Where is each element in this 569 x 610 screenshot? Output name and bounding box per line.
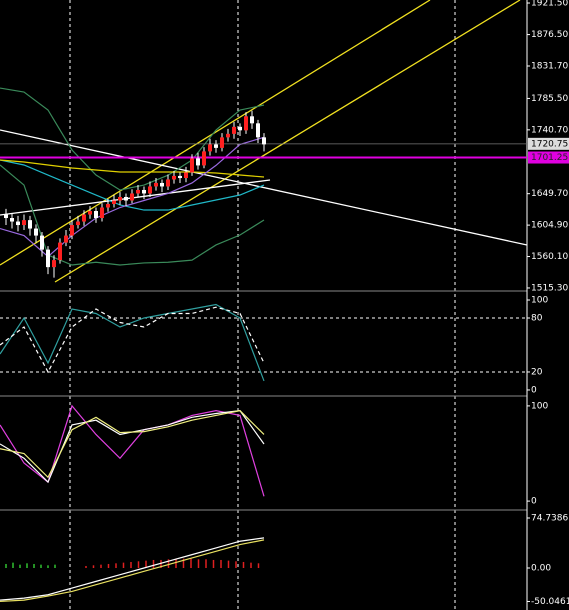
- y-tick-label: 0.00: [531, 563, 551, 573]
- candle-body: [94, 211, 98, 219]
- candle-body: [232, 126, 236, 134]
- candle-body: [160, 182, 164, 187]
- y-tick-label: 1515.30: [531, 283, 568, 293]
- candle-body: [184, 172, 188, 179]
- y-tick-label: 100: [531, 401, 548, 411]
- indicator-line: [0, 303, 265, 382]
- y-tick-label: 1604.90: [531, 221, 568, 231]
- y-tick-label: 20: [531, 367, 543, 377]
- candle-body: [148, 186, 152, 194]
- y-tick-label: 0: [531, 385, 537, 395]
- candle-body: [10, 218, 14, 222]
- candle-body: [172, 175, 176, 180]
- candle-body: [76, 221, 80, 226]
- candle-body: [28, 220, 32, 229]
- indicator-line: [0, 537, 265, 601]
- candle-body: [22, 220, 26, 226]
- y-tick-label: 100: [531, 296, 548, 306]
- candle-body: [256, 123, 260, 138]
- level-box: [528, 151, 569, 164]
- candle-body: [88, 211, 92, 215]
- candle-body: [64, 235, 68, 243]
- candle-body: [4, 214, 8, 219]
- candle-body: [70, 225, 74, 236]
- candle-body: [238, 126, 242, 131]
- y-tick-label: 1785.50: [531, 94, 568, 104]
- trend-line: [0, 179, 271, 216]
- y-tick-label: 80: [531, 313, 543, 323]
- y-tick-label: -50.0461: [531, 597, 569, 607]
- candle-body: [190, 158, 194, 173]
- candle-body: [58, 242, 62, 261]
- indicator-line: [0, 539, 265, 603]
- channel-line: [54, 0, 521, 283]
- candle-body: [112, 200, 116, 204]
- indicator-line: [0, 159, 265, 211]
- current-price-label: 1720.75: [531, 139, 568, 149]
- candle-body: [52, 260, 56, 268]
- panel-borders: [0, 290, 527, 511]
- candle-body: [250, 116, 254, 124]
- candle-body: [100, 207, 104, 219]
- indicator-line: [0, 159, 265, 178]
- level-label: 1701.25: [531, 153, 568, 163]
- candle-body: [220, 137, 224, 148]
- candle-body: [46, 249, 50, 268]
- y-tick-label: 0: [531, 497, 537, 507]
- candle-body: [130, 193, 134, 201]
- candle-body: [208, 144, 212, 152]
- y-tick-label: 1740.70: [531, 125, 568, 135]
- candle-body: [154, 182, 158, 187]
- candle-body: [40, 235, 44, 250]
- candle-body: [196, 158, 200, 166]
- y-tick-label: 74.7386: [531, 513, 568, 523]
- candle-body: [136, 189, 140, 194]
- candle-body: [142, 189, 146, 194]
- candle-body: [82, 214, 86, 222]
- candle-body: [16, 221, 20, 226]
- candle-body: [178, 175, 182, 179]
- indicator-line: [0, 410, 265, 479]
- indicator-line: [0, 87, 265, 191]
- y-tick-label: 1831.70: [531, 62, 568, 72]
- candle-body: [202, 151, 206, 166]
- candle-body: [244, 116, 248, 131]
- indicator-line: [0, 136, 265, 258]
- candle-body: [118, 196, 122, 201]
- candle-body: [226, 133, 230, 138]
- candle-body: [166, 179, 170, 187]
- y-tick-label: 1649.70: [531, 189, 568, 199]
- candle-body: [106, 203, 110, 208]
- y-tick-label: 1560.10: [531, 252, 568, 262]
- price-box: [528, 137, 569, 150]
- candle-body: [34, 228, 38, 236]
- y-tick-label: 1921.50: [531, 0, 568, 9]
- y-tick-label: 1876.50: [531, 30, 568, 40]
- candle-body: [124, 196, 128, 201]
- trend-line: [0, 129, 528, 246]
- indicator-line: [0, 306, 265, 374]
- candle-body: [262, 137, 266, 145]
- candle-body: [214, 144, 218, 148]
